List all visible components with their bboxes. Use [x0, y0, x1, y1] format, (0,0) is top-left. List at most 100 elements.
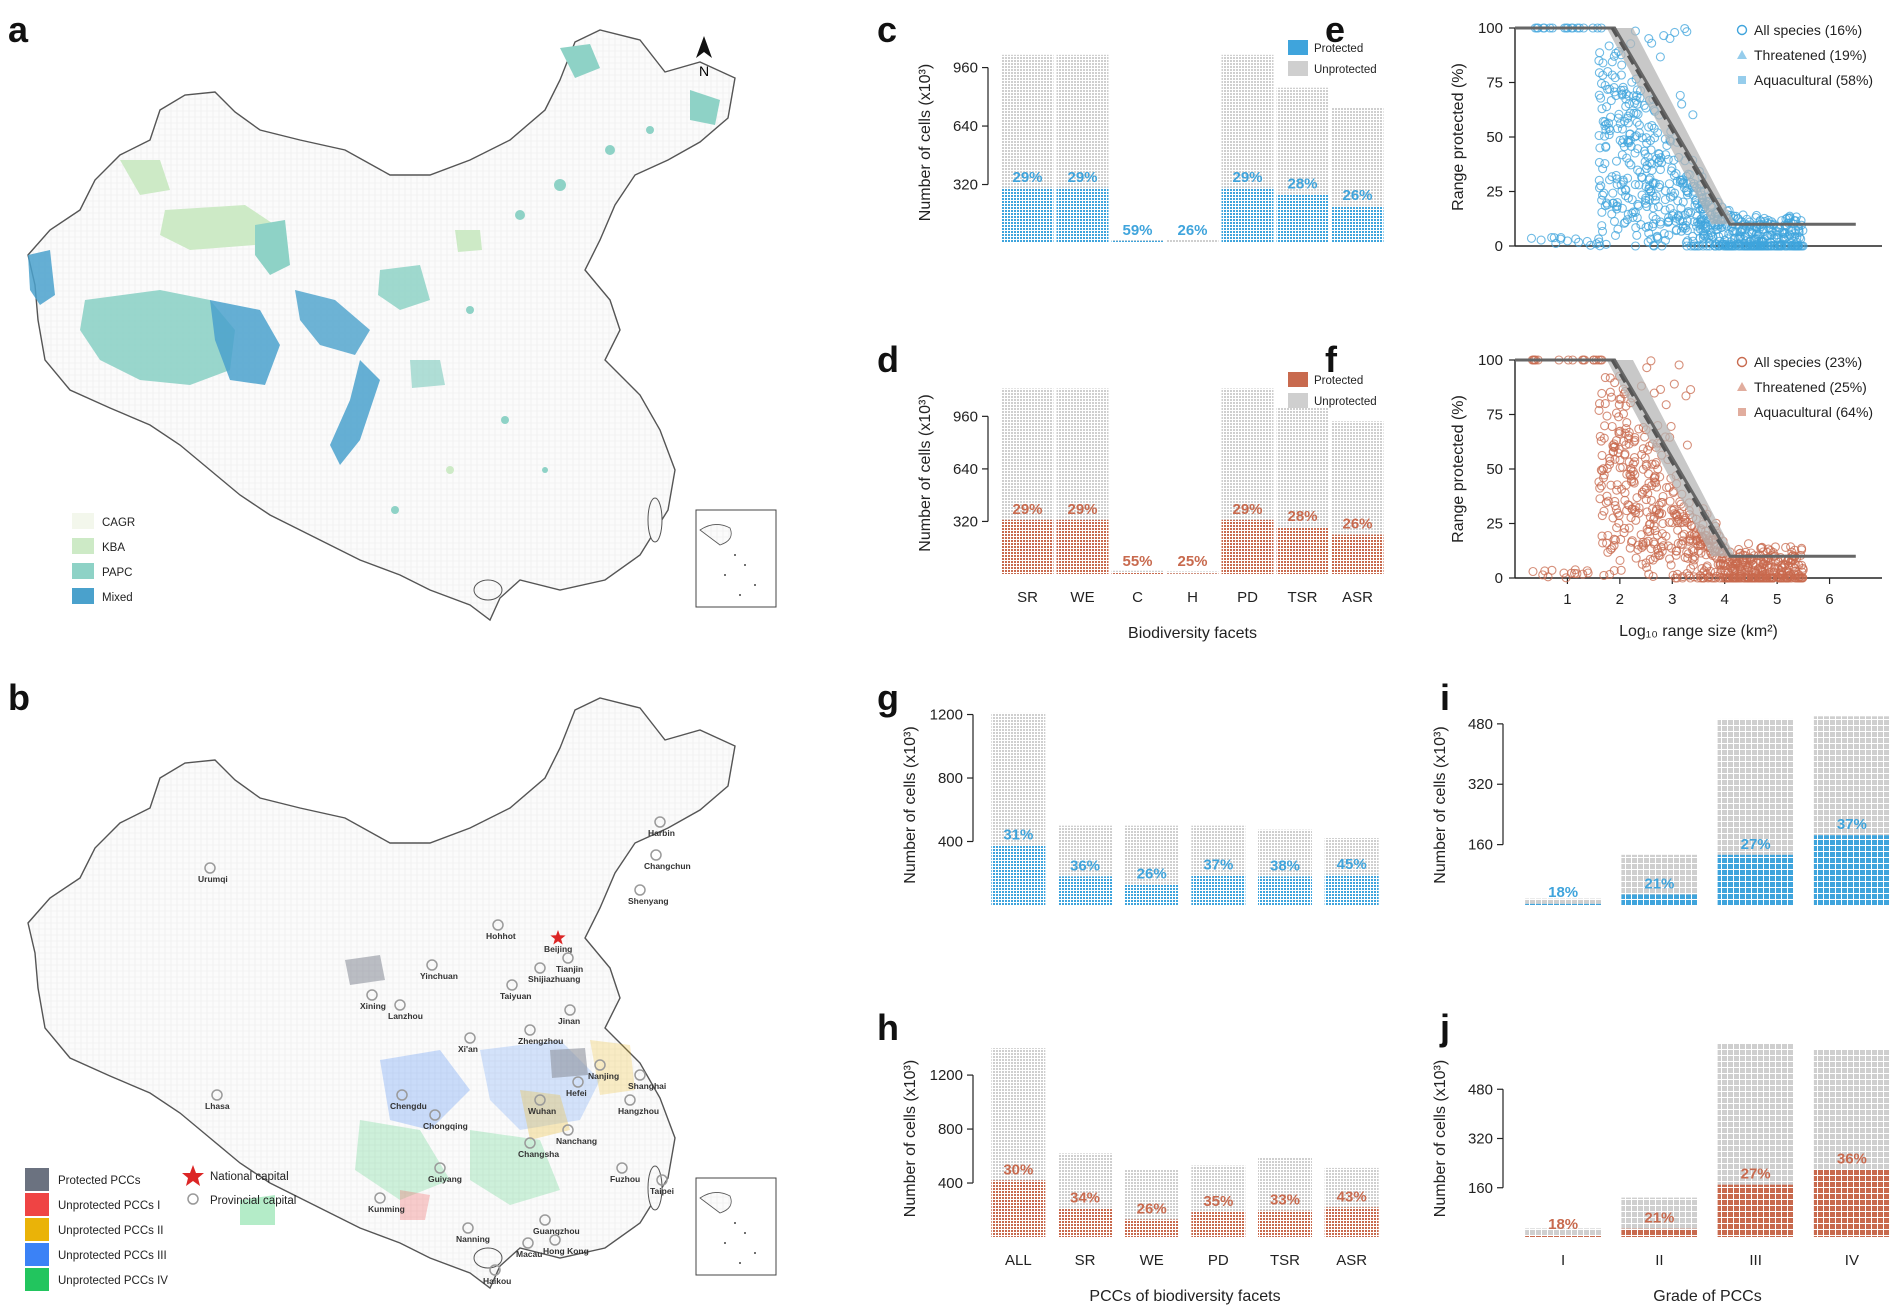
- scatter-point: [1610, 73, 1620, 83]
- provincial-capital-icon: [489, 1264, 501, 1276]
- y-tick-label: 320: [953, 513, 978, 530]
- bar-protected: [1191, 1212, 1246, 1237]
- bar-unprotected: [1331, 421, 1384, 535]
- scatter-point: [1651, 458, 1661, 468]
- provincial-capital-icon: [429, 1109, 441, 1121]
- provincial-capital-icon: [394, 999, 406, 1011]
- scatter-point: [1672, 573, 1682, 583]
- x-tick-label: III: [1749, 1252, 1762, 1269]
- scatter-point: [1637, 173, 1647, 183]
- provincial-capital-icon: [534, 962, 546, 974]
- scatter-point: [1595, 483, 1605, 493]
- city-label: Urumqi: [198, 874, 228, 884]
- scatter-point: [1679, 529, 1689, 539]
- scatter-point: [1678, 539, 1688, 549]
- scatter-point: [1600, 131, 1610, 141]
- scatter-point: [1547, 565, 1557, 575]
- x-tick-label: ALL: [1005, 1252, 1032, 1269]
- scatter-point: [1711, 573, 1721, 583]
- legend-label: All species (16%): [1754, 22, 1862, 38]
- scatter-point: [1682, 440, 1692, 450]
- bar-percent-label: 36%: [1070, 857, 1100, 874]
- legend-label-pccs-iv: Unprotected PCCs IV: [58, 1275, 168, 1287]
- scatter-point: [1785, 230, 1795, 240]
- scatter-point: [1574, 237, 1584, 247]
- city-label: Nanning: [456, 1234, 490, 1244]
- provincial-capital-icon: [634, 884, 646, 896]
- bar-percent-label: 27%: [1741, 1166, 1771, 1183]
- scatter-point: [1631, 553, 1641, 563]
- y-tick-label: 320: [1468, 776, 1493, 793]
- scatter-point: [1600, 158, 1610, 169]
- y-tick-label: 480: [1468, 1081, 1493, 1098]
- bar-percent-label: 36%: [1837, 1150, 1867, 1167]
- bar-protected: [1717, 1184, 1794, 1237]
- city-label: Chengdu: [390, 1101, 427, 1111]
- legend-marker-circle-icon: [1736, 356, 1748, 368]
- x-tick-label: PD: [1237, 589, 1258, 606]
- scatter-point: [1622, 215, 1632, 225]
- chart-i: 160 320 480 Number of cells (x10³) 18% 21% 27%…: [1432, 716, 1890, 905]
- y-tick-label: 100: [1478, 352, 1503, 369]
- bar-protected: [1276, 194, 1329, 243]
- scatter-point: [1645, 519, 1655, 529]
- scatter-point: [1646, 544, 1656, 554]
- scatter-point: [1683, 236, 1693, 246]
- scatter-point: [1669, 379, 1679, 389]
- city-label: Kunming: [368, 1204, 405, 1214]
- scatter-point: [1603, 84, 1613, 94]
- scatter-point: [1638, 464, 1648, 474]
- x-tick-label: WE: [1070, 589, 1094, 606]
- bar-protected: [1056, 187, 1109, 243]
- scatter-point: [1698, 215, 1708, 225]
- x-tick-label: ASR: [1336, 1252, 1367, 1269]
- x-tick-label: 1: [1563, 591, 1571, 608]
- x-tick-label: IV: [1845, 1252, 1859, 1269]
- city-label: Harbin: [648, 828, 675, 838]
- bar-protected: [1111, 240, 1164, 243]
- scatter-point: [1720, 573, 1730, 583]
- legend-label-pccs-i: Unprotected PCCs I: [58, 1200, 160, 1212]
- bar-percent-label: 38%: [1270, 857, 1300, 874]
- scatter-point: [1594, 234, 1604, 244]
- scatter-point: [1660, 195, 1670, 205]
- scatter-point: [1597, 531, 1607, 541]
- scatter-point: [1697, 564, 1707, 574]
- bar-unprotected: [1813, 716, 1890, 836]
- scatter-point: [1644, 469, 1654, 479]
- provincial-capital-icon: [549, 1234, 561, 1246]
- scatter-point: [1644, 569, 1654, 579]
- scatter-point: [1668, 488, 1678, 498]
- scatter-point: [1673, 210, 1683, 220]
- y-tick-label: 160: [1468, 1180, 1493, 1197]
- bar-unprotected: [1111, 570, 1164, 573]
- scatter-point: [1624, 158, 1634, 168]
- x-tick-label: ASR: [1342, 589, 1373, 606]
- bar-unprotected: [1258, 829, 1312, 877]
- bar-percent-label: 27%: [1741, 836, 1771, 853]
- bar-percent-label: 18%: [1548, 1216, 1578, 1233]
- scatter-point: [1620, 217, 1630, 227]
- legend-marker-square-icon: [1738, 76, 1746, 84]
- bar-unprotected: [1276, 87, 1329, 195]
- provincial-capital-icon: [562, 1124, 574, 1136]
- legend-marker-square-icon: [1738, 408, 1746, 416]
- provincial-capital-icon: [616, 1162, 628, 1174]
- scatter-point: [1641, 222, 1651, 232]
- city-label: Tianjin: [556, 964, 583, 974]
- bar-unprotected: [1324, 838, 1379, 875]
- provincial-capital-icon: [656, 1174, 668, 1186]
- bar-protected: [1525, 1235, 1602, 1237]
- bar-unprotected: [1221, 388, 1274, 520]
- scatter-point: [1623, 433, 1634, 443]
- scatter-point: [1619, 528, 1629, 538]
- scatter-point: [1623, 118, 1633, 128]
- scatter-point: [1596, 436, 1606, 446]
- scatter-point: [1647, 38, 1657, 48]
- bar-protected: [991, 845, 1046, 905]
- provincial-capital-icon: [572, 1076, 584, 1088]
- bar-unprotected: [1056, 388, 1109, 520]
- provincial-capital-icon: [204, 862, 216, 874]
- scatter-point: [1666, 166, 1676, 176]
- scatter-point: [1634, 128, 1644, 138]
